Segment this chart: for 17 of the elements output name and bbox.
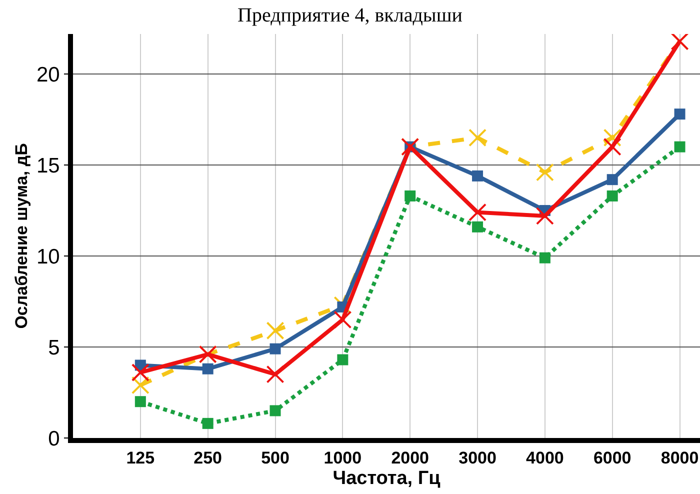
chart-title: Предприятие 4, вкладыши bbox=[238, 4, 463, 26]
x-tick-label: 4000 bbox=[526, 448, 564, 468]
x-tick-label: 2000 bbox=[391, 448, 430, 468]
y-tick-label: 5 bbox=[48, 336, 60, 360]
y-tick-label: 10 bbox=[36, 245, 60, 268]
y-tick-label: 0 bbox=[48, 427, 60, 450]
x-tick-label: 3000 bbox=[458, 448, 496, 468]
y-tick-label: 15 bbox=[36, 154, 60, 178]
x-tick-label: 1000 bbox=[324, 448, 362, 468]
x-tick-label: 8000 bbox=[660, 448, 699, 468]
x-tick-label: 125 bbox=[126, 448, 155, 468]
x-tick-label: 500 bbox=[261, 448, 290, 468]
y-axis-title: Ослабление шума, дБ bbox=[12, 143, 31, 329]
y-tick-label: 20 bbox=[36, 63, 60, 86]
x-tick-label: 6000 bbox=[593, 448, 632, 468]
x-tick-label: 250 bbox=[194, 448, 222, 468]
x-axis-title: Частота, Гц bbox=[332, 468, 441, 490]
